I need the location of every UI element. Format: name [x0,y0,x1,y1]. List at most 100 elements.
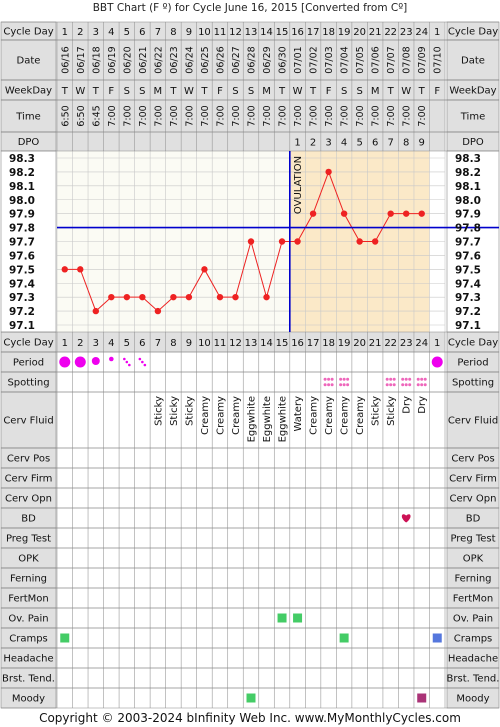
temperature-point [387,210,394,217]
row-label-right-headache: Headache [448,654,498,665]
cycle-day-cell-bottom: 10 [198,338,211,349]
row-label-right-cycle-day-bottom: Cycle Day [448,338,498,349]
period-heavy-dot [59,356,71,368]
row-label-right-ov-pain: Ov. Pain [453,614,493,625]
date-cell: 07/07 [386,46,397,73]
weekday-cell: S [356,86,362,97]
spotting-dot [385,377,389,381]
weekday-cell: S [124,86,130,97]
row-label-right-cerv-firm: Cerv Firm [449,474,497,485]
period-spot-dot [128,363,131,367]
temperature-point [61,266,68,273]
row-label-right-ferning: Ferning [454,574,491,585]
y-tick-left: 97.5 [9,264,35,276]
temperature-point [356,238,363,245]
cycle-day-cell-bottom: 13 [245,338,258,349]
y-tick-right: 97.7 [455,237,481,249]
cycle-day-cell-bottom: 15 [276,338,289,349]
time-cell: 7:00 [262,105,273,126]
date-cell: 07/05 [355,46,366,73]
row-label-fertmon: FertMon [8,594,48,605]
spotting-dot [420,383,424,387]
temperature-point [403,210,410,217]
time-cell: 7:00 [386,105,397,126]
time-cell: 7:00 [293,105,304,126]
temperature-point [185,293,193,301]
spotting-dot [327,377,331,381]
row-label-right-fertmon: FertMon [453,594,493,605]
spotting-dot [416,383,420,387]
weekday-cell: T [169,86,177,97]
row-label-right-dpo: DPO [462,137,484,148]
cerv-fluid-cell: Sticky [184,396,195,426]
cycle-day-cell-bottom: 6 [139,338,145,349]
weekday-cell: S [248,86,254,97]
temperature-point [170,293,177,301]
cycle-day-cell: 23 [400,27,413,38]
weekday-cell: T [418,86,426,97]
ov-pain-marker [293,613,303,623]
y-tick-left: 97.9 [9,209,35,221]
period-light-dot [109,356,114,362]
spotting-dot [423,383,427,387]
time-cell: 7:00 [324,105,335,126]
y-tick-right: 97.5 [455,264,481,276]
cerv-fluid-cell: Dry [402,396,413,414]
temperature-point [216,293,224,301]
cerv-fluid-cell: Sticky [169,396,180,426]
row-label-right-cerv-pos: Cerv Pos [451,454,494,465]
y-tick-right: 97.1 [455,320,481,332]
temperature-point [247,238,255,245]
spotting-dot [385,383,389,387]
cycle-day-cell: 11 [214,27,227,38]
weekday-cell: W [293,86,303,97]
date-cell: 07/10 [433,46,444,73]
period-spot-dot [141,360,144,364]
cycle-day-cell: 18 [322,27,335,38]
cycle-day-cell-bottom: 23 [400,338,413,349]
row-label-brst-tend: Brst. Tend. [2,674,55,685]
cycle-day-cell-bottom: 5 [124,338,130,349]
cycle-day-cell: 8 [170,27,176,38]
cramps-marker-next-cycle [432,633,442,643]
time-cell: 7:00 [169,105,180,126]
cycle-day-cell-bottom: 9 [186,338,192,349]
copyright-footer: Copyright © 2003-2024 bInfinity Web Inc.… [39,711,461,725]
cerv-fluid-cell: Creamy [340,396,351,435]
cycle-day-cell-bottom: 21 [369,338,382,349]
temperature-point [77,266,84,273]
spotting-dot [346,383,350,387]
cerv-fluid-cell: Eggwhite [247,396,258,442]
cycle-day-cell: 17 [307,27,320,38]
cerv-fluid-cell: Sticky [153,396,164,426]
spotting-dot [404,377,408,381]
cycle-day-cell: 12 [229,27,242,38]
row-label-preg-test: Preg Test [6,534,51,545]
date-cell: 06/20 [122,46,133,73]
spotting-dot [408,383,412,387]
y-tick-left: 98.3 [9,153,35,165]
spotting-dot [420,377,424,381]
time-cell: 7:00 [107,105,118,126]
moody-marker-next-cycle [417,693,427,703]
date-cell: 07/01 [293,46,304,73]
date-cell: 06/17 [76,46,87,73]
y-tick-right: 98.3 [455,153,481,165]
cerv-fluid-cell: Sticky [386,396,397,426]
row-label-bd: BD [21,514,36,525]
cycle-day-cell: 21 [369,27,382,38]
time-cell: 7:00 [355,105,366,126]
cycle-day-cell: 24 [415,27,428,38]
cycle-day-cell-bottom: 19 [338,338,351,349]
temperature-point [340,210,348,217]
row-label-cycle-day: Cycle Day [3,27,53,38]
weekday-cell: T [92,86,100,97]
cycle-day-cell: 15 [276,27,289,38]
weekday-cell: M [154,86,163,97]
spotting-dot [330,383,334,387]
date-cell: 06/28 [247,46,258,73]
weekday-cell: S [139,86,145,97]
row-label-headache: Headache [3,654,53,665]
weekday-cell: F [326,86,332,97]
